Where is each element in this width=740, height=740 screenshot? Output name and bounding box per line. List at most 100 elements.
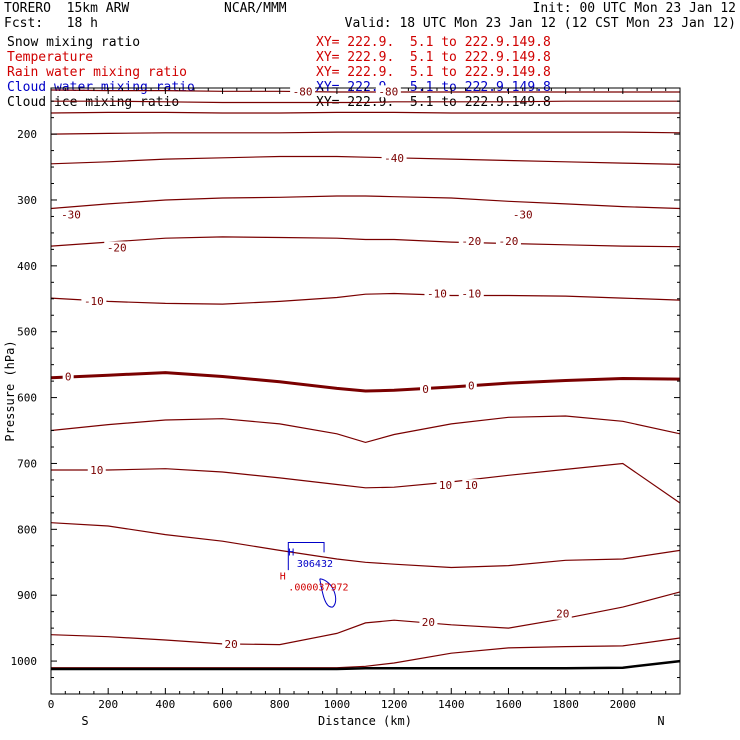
legend-label-cloud-ice: Cloud ice mixing ratio (7, 95, 180, 110)
contour-label-bg-16 (419, 616, 438, 629)
contour-label-bg-4 (458, 234, 484, 247)
contour-label-bg-9 (62, 370, 74, 383)
contour-label-bg-18 (290, 85, 316, 98)
y-tick-label-8: 1000 (11, 655, 38, 668)
y-axis-label: Pressure (hPa) (3, 340, 17, 441)
x-tick-label-2: 400 (155, 698, 175, 711)
contour-label-bg-19 (375, 85, 401, 98)
isotherm-line-12 (50, 591, 681, 646)
contour-label-17: 20 (556, 608, 569, 621)
y-tick-label-2: 400 (17, 260, 37, 273)
contour-label-2: -30 (513, 208, 533, 221)
contour-label-bg-6 (81, 294, 107, 307)
x-end-label-north: N (657, 714, 664, 728)
isotherm-line-4 (50, 155, 681, 165)
contour-label-8: -10 (461, 288, 481, 301)
x-tick-label-5: 1000 (324, 698, 351, 711)
y-tick-label-7: 900 (17, 589, 37, 602)
contour-label-bg-13 (436, 479, 455, 492)
contour-label-9: 0 (65, 371, 72, 384)
legend-xy-cloud-ice: XY= 222.9. 5.1 to 222.9.149.8 (316, 95, 551, 110)
contour-label-bg-14 (462, 479, 481, 492)
contour-label-11: 0 (468, 380, 475, 393)
contour-label-0: -40 (384, 152, 404, 165)
y-tick-label-5: 700 (17, 457, 37, 470)
isotherm-line-3 (50, 131, 681, 135)
legend-xy-snow: XY= 222.9. 5.1 to 222.9.149.8 (316, 35, 551, 50)
isotherm-line-9 (50, 415, 681, 444)
contour-label-bg-12 (87, 464, 106, 477)
isotherm-line-6 (50, 236, 681, 248)
contour-labels: -40 -30 -30 -20 -20 -20 -10 -10 -10 0 0 0 10 10 10 20 20… (58, 85, 572, 651)
isotherm-line-1 (51, 100, 680, 104)
legend-xy-rain: XY= 222.9. 5.1 to 222.9.149.8 (316, 65, 551, 80)
x-tick-label-3: 600 (213, 698, 233, 711)
x-tick-label-10: 2000 (610, 698, 637, 711)
contour-label-bg-1 (58, 208, 84, 221)
contour-label-bg-5 (495, 234, 521, 247)
isotherm-line-7 (50, 292, 681, 305)
x-end-label-south: S (81, 714, 88, 728)
isotherm-line-8 (50, 371, 681, 393)
isotherm-lines (50, 89, 681, 669)
isotherm-line-2 (50, 111, 680, 114)
x-tick-label-0: 0 (48, 698, 55, 711)
hydrometeor-label-2: H (280, 571, 286, 582)
y-tick-label-0: 200 (17, 128, 37, 141)
hydrometeor-label-0: H (288, 548, 294, 559)
legend-label-temperature: Temperature (7, 50, 94, 65)
contour-label-bg-10 (420, 383, 432, 396)
contour-label-12: 10 (90, 464, 103, 477)
contour-label-4: -20 (461, 235, 481, 248)
y-tick-label-6: 800 (17, 523, 37, 536)
contour-label-bg-0 (381, 151, 407, 164)
x-tick-label-8: 1600 (495, 698, 522, 711)
contour-label-1: -30 (61, 208, 81, 221)
isotherm-line-5 (50, 195, 681, 210)
contour-label-14: 10 (465, 479, 478, 492)
isotherm-line-13 (51, 637, 681, 669)
hydrometeor-label-1: 306432 (297, 559, 333, 570)
contour-label-7: -10 (427, 288, 447, 301)
cloud-water-contour (287, 542, 325, 571)
isotherm-line-10 (51, 462, 681, 504)
x-tick-label-9: 1800 (552, 698, 579, 711)
cloud-water-contour-2 (319, 578, 337, 608)
x-tick-label-7: 1400 (438, 698, 465, 711)
isotherm-line-11 (50, 522, 681, 569)
y-tick-label-3: 500 (17, 326, 37, 339)
contour-label-18: -80 (293, 85, 313, 98)
axes: 0 200 400 600 800 1000 1200 1400 1600 1800 2000200… (11, 88, 680, 711)
contour-label-bg-3 (104, 241, 130, 254)
init-time: Init: 00 UTC Mon 23 Jan 12 (532, 1, 737, 16)
y-tick-label-1: 300 (17, 194, 37, 207)
contour-label-bg-17 (553, 607, 572, 620)
contour-label-19: -80 (378, 85, 398, 98)
contour-label-bg-15 (222, 637, 241, 650)
contour-label-3: -20 (107, 241, 127, 254)
contour-label-16: 20 (422, 616, 435, 629)
hydrometeor-label-3: .000037972 (288, 583, 348, 594)
valid-time: Valid: 18 UTC Mon 23 Jan 12 (12 CST Mon … (344, 16, 736, 31)
center-title: NCAR/MMM (224, 1, 287, 16)
ground-line (51, 659, 681, 671)
contour-label-10: 0 (422, 383, 429, 396)
x-tick-label-1: 200 (98, 698, 118, 711)
contour-label-6: -10 (84, 295, 104, 308)
x-axis-label: Distance (km) (318, 714, 412, 728)
x-tick-label-4: 800 (270, 698, 290, 711)
contour-label-bg-2 (510, 208, 536, 221)
contour-label-5: -20 (499, 235, 519, 248)
contour-label-bg-11 (465, 379, 477, 392)
ground-surface (51, 659, 681, 671)
legend-label-snow: Snow mixing ratio (7, 35, 141, 50)
legend-xy-temperature: XY= 222.9. 5.1 to 222.9.149.8 (316, 50, 551, 65)
contour-label-bg-8 (458, 287, 484, 300)
forecast-hour: Fcst: 18 h (4, 16, 98, 31)
y-tick-label-4: 600 (17, 392, 37, 405)
contour-label-15: 20 (224, 638, 237, 651)
contour-label-bg-7 (424, 287, 450, 300)
model-title: TORERO 15km ARW (4, 1, 130, 16)
